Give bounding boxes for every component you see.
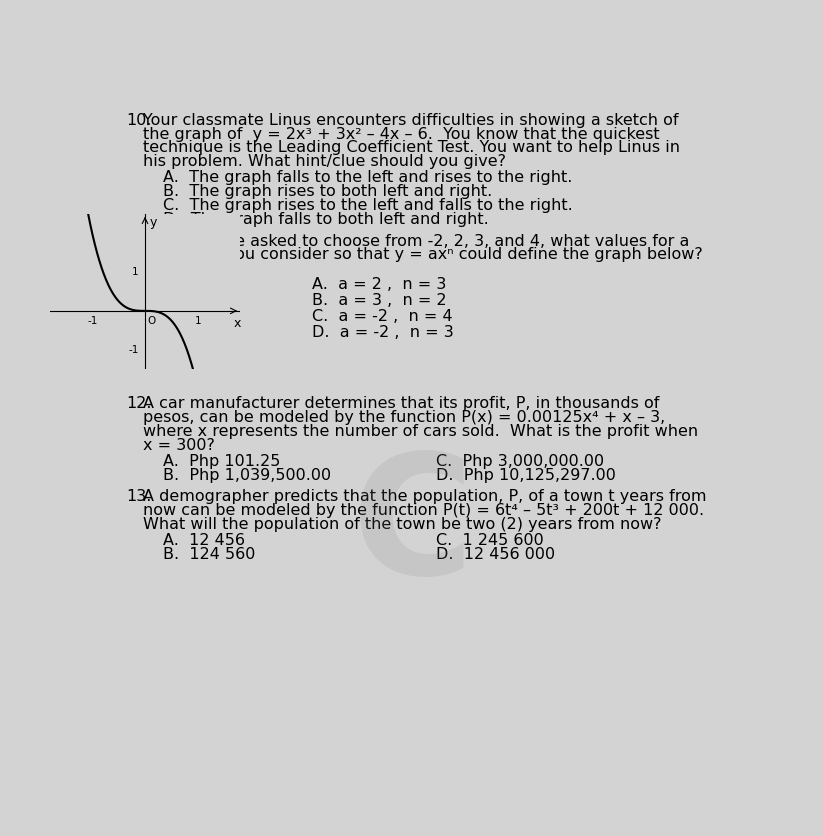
Text: What will the population of the town be two (2) years from now?: What will the population of the town be …	[143, 517, 662, 532]
Text: C.  1 245 600: C. 1 245 600	[436, 533, 544, 548]
Text: y: y	[149, 216, 156, 229]
Text: the graph of  y = 2x³ + 3x² – 4x – 6.  You know that the quickest: the graph of y = 2x³ + 3x² – 4x – 6. You…	[143, 126, 660, 141]
Text: A.  Php 101.25: A. Php 101.25	[163, 454, 281, 469]
Text: 13.: 13.	[126, 489, 151, 504]
Text: Your classmate Linus encounters difficulties in showing a sketch of: Your classmate Linus encounters difficul…	[143, 113, 679, 128]
Text: D.  The graph falls to both left and right.: D. The graph falls to both left and righ…	[163, 212, 489, 227]
Text: x: x	[234, 317, 241, 329]
Text: A.  12 456: A. 12 456	[163, 533, 245, 548]
Text: where x represents the number of cars sold.  What is the profit when: where x represents the number of cars so…	[143, 424, 698, 439]
Text: A demographer predicts that the population, P, of a town t years from: A demographer predicts that the populati…	[143, 489, 707, 504]
Text: If you will be asked to choose from -2, 2, 3, and 4, what values for a: If you will be asked to choose from -2, …	[143, 233, 690, 248]
Text: -1: -1	[128, 344, 138, 354]
Text: 1: 1	[132, 268, 138, 277]
Text: B.  a = 3 ,  n = 2: B. a = 3 , n = 2	[312, 293, 447, 308]
Text: x = 300?: x = 300?	[143, 437, 215, 452]
Text: O: O	[147, 315, 156, 325]
Text: 10.: 10.	[126, 113, 151, 128]
Text: C.  Php 3,000,000.00: C. Php 3,000,000.00	[436, 454, 604, 469]
Text: his problem. What hint/clue should you give?: his problem. What hint/clue should you g…	[143, 154, 506, 169]
Text: 1: 1	[194, 315, 201, 325]
Text: now can be modeled by the function P(t) = 6t⁴ – 5t³ + 200t + 12 000.: now can be modeled by the function P(t) …	[143, 503, 704, 518]
Text: pesos, can be modeled by the function P(x) = 0.00125x⁴ + x – 3,: pesos, can be modeled by the function P(…	[143, 410, 666, 425]
Text: and n will you consider so that y = axⁿ could define the graph below?: and n will you consider so that y = axⁿ …	[143, 247, 703, 263]
Text: C: C	[351, 447, 474, 610]
Text: B.  124 560: B. 124 560	[163, 547, 256, 562]
Text: 11.: 11.	[126, 233, 151, 248]
Text: C.  a = -2 ,  n = 4: C. a = -2 , n = 4	[312, 309, 453, 324]
Text: B.  Php 1,039,500.00: B. Php 1,039,500.00	[163, 467, 332, 482]
Text: 12.: 12.	[126, 396, 151, 411]
Text: D.  a = -2 ,  n = 3: D. a = -2 , n = 3	[312, 325, 453, 340]
Text: A.  a = 2 ,  n = 3: A. a = 2 , n = 3	[312, 277, 447, 292]
Text: D.  Php 10,125,297.00: D. Php 10,125,297.00	[436, 467, 616, 482]
Text: A car manufacturer determines that its profit, P, in thousands of: A car manufacturer determines that its p…	[143, 396, 659, 411]
Text: A.  The graph falls to the left and rises to the right.: A. The graph falls to the left and rises…	[163, 171, 573, 186]
Text: D.  12 456 000: D. 12 456 000	[436, 547, 556, 562]
Text: B.  The graph rises to both left and right.: B. The graph rises to both left and righ…	[163, 184, 493, 199]
Text: C.  The graph rises to the left and falls to the right.: C. The graph rises to the left and falls…	[163, 198, 573, 213]
Text: technique is the Leading Coefficient Test. You want to help Linus in: technique is the Leading Coefficient Tes…	[143, 140, 680, 155]
Text: -1: -1	[87, 315, 97, 325]
